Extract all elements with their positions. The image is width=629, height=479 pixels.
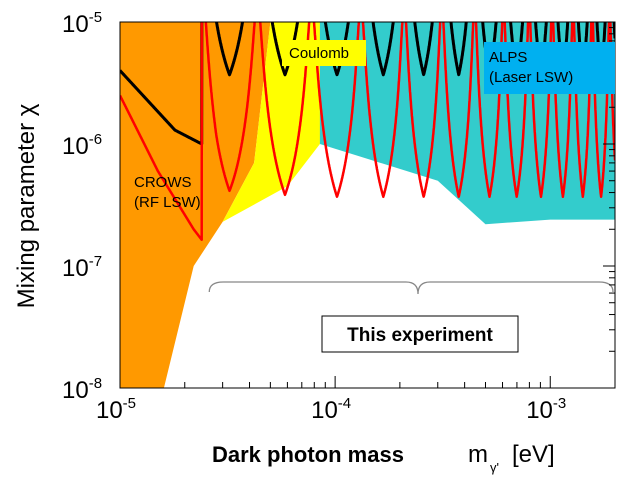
coulomb-label-text: Coulomb	[289, 45, 349, 62]
x-tick-label: 10-4	[311, 395, 351, 424]
crows-label-line2: (RF LSW)	[134, 194, 201, 211]
alps-label-line1: ALPS	[489, 49, 527, 66]
x-tick-label: 10-5	[96, 395, 136, 424]
x-axis-symbol: m	[468, 441, 488, 468]
this-experiment-label: This experiment	[321, 315, 519, 353]
alps-label-line2: (Laser LSW)	[489, 69, 573, 86]
experiment-brace	[208, 281, 614, 295]
coulomb-region	[222, 22, 336, 222]
x-tick-label: 10-3	[526, 395, 566, 424]
x-axis-title: Dark photon mass m γ' [eV]	[212, 441, 555, 475]
coulomb-label-box	[282, 40, 366, 66]
y-axis-title: Mixing parameter χ	[13, 103, 40, 308]
y-tick-label: 10-8	[62, 375, 102, 404]
y-tick-labels: 10-5 10-6 10-7 10-8	[62, 9, 102, 404]
alps-label: ALPS (Laser LSW)	[484, 42, 615, 94]
x-tick-labels: 10-5 10-4 10-3	[96, 395, 566, 424]
crows-label-line1: CROWS	[134, 174, 192, 191]
x-axis-subscript: γ'	[490, 460, 499, 475]
y-tick-label: 10-7	[62, 253, 102, 282]
y-tick-label: 10-5	[62, 9, 102, 38]
this-experiment-box	[321, 315, 519, 353]
x-axis-title-text: Dark photon mass	[212, 442, 404, 467]
alps-label-box	[484, 42, 615, 94]
x-axis-unit: [eV]	[512, 441, 555, 468]
plot-frame	[119, 21, 616, 389]
this-experiment-brace	[208, 281, 614, 295]
y-tick-label: 10-6	[62, 131, 102, 160]
coulomb-label: Coulomb	[282, 40, 366, 66]
crows-label: CROWS (RF LSW)	[134, 174, 201, 211]
this-experiment-text: This experiment	[347, 325, 493, 346]
